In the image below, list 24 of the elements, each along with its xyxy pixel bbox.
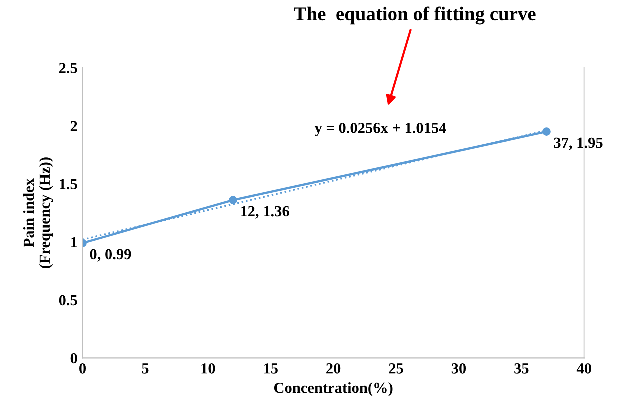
data-label: 37, 1.95	[554, 138, 603, 150]
annotation: y = 0.0256x + 1.0154	[314, 122, 446, 136]
point	[542, 128, 551, 136]
y-tick-label: 2	[70, 121, 78, 132]
x-tick-label: 40	[576, 364, 592, 374]
y-tick-label: 2.5	[59, 63, 78, 74]
y-tick-label: 0	[70, 353, 78, 364]
data-label: 0, 0.99	[90, 249, 132, 262]
point	[229, 196, 238, 204]
x-tick-label: 5	[142, 364, 149, 374]
x-tick-label: 25	[389, 364, 404, 374]
x-axis-title: Concentration(%)	[274, 382, 393, 396]
x-tick-label: 0	[80, 364, 86, 374]
y-tick-label: 1	[71, 237, 78, 248]
data-label: 12, 1.36	[241, 206, 290, 219]
x-tick-label: 30	[452, 364, 466, 374]
y-tick-label: 0.5	[59, 295, 78, 306]
x-tick-label: 35	[514, 364, 529, 374]
y-tick-label: 1.5	[60, 179, 78, 190]
x-tick-label: 20	[326, 364, 341, 374]
y-axis-title: Pain index (Frequency (Hz))	[23, 158, 54, 268]
x-tick-label: 10	[202, 364, 216, 374]
x-tick-label: 15	[264, 364, 278, 374]
text: The equation of fitting curve	[294, 6, 536, 25]
